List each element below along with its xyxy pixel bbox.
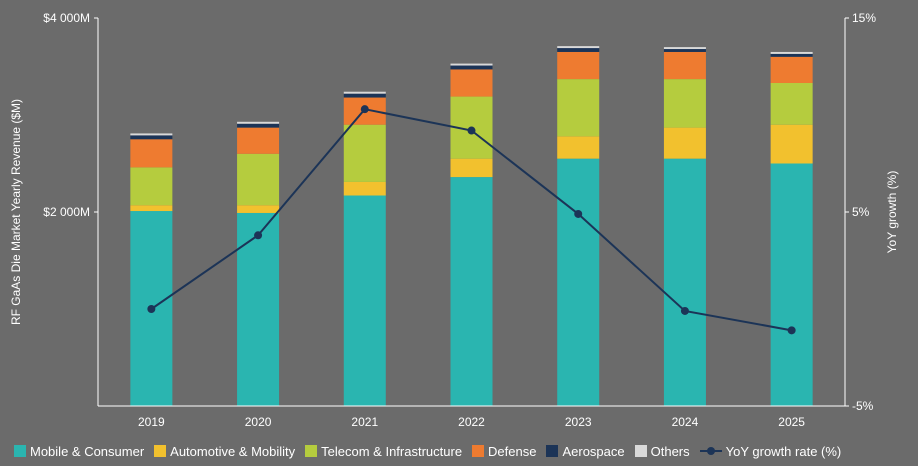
bar-segment-aerospace-2022 — [450, 65, 493, 70]
bar-segment-automotive-mobility-2021 — [343, 181, 386, 196]
y2-tick-label-15: 15% — [852, 11, 876, 25]
bar-segment-defense-2019 — [130, 139, 173, 168]
bar-segment-aerospace-2024 — [663, 49, 706, 52]
legend-item-others: Others — [634, 443, 690, 459]
y2-tick-label-5: 5% — [852, 205, 870, 219]
legend: Mobile & Consumer Automotive & Mobility … — [14, 440, 851, 462]
bar-segment-telecom-infrastructure-2019 — [130, 167, 173, 206]
legend-swatch-defense — [472, 445, 485, 457]
y2-tick-label--5: -5% — [852, 399, 874, 413]
legend-item-defense: Defense — [472, 444, 536, 459]
x-tick-label-2022: 2022 — [458, 415, 485, 429]
bar-segment-automotive-mobility-2022 — [450, 158, 493, 178]
legend-item-yoy-growth: YoY growth rate (%) — [699, 443, 842, 459]
ticks-layer: 2019 2020 2021 2022 2023 2024 2025 $2 000M $4 00… — [43, 11, 876, 429]
yoy-growth-point-2024 — [680, 306, 689, 315]
bar-segment-aerospace-2023 — [557, 48, 600, 52]
legend-label-others: Others — [650, 443, 690, 459]
bar-segment-mobile-consumer-2023 — [557, 158, 600, 406]
bars-layer — [130, 46, 813, 406]
x-tick-label-2023: 2023 — [565, 415, 592, 429]
y-tick-label-4000: $4 000M — [43, 11, 90, 25]
bar-segment-others-2023 — [557, 46, 600, 49]
bar-segment-automotive-mobility-2020 — [237, 205, 280, 213]
x-tick-label-2019: 2019 — [138, 415, 165, 429]
bar-segment-aerospace-2025 — [770, 53, 813, 57]
legend-item-automotive-mobility: Automotive & Mobility — [154, 444, 295, 459]
y2-axis-title: YoY growth (%) — [885, 171, 899, 254]
bar-segment-aerospace-2021 — [343, 93, 386, 98]
x-tick-label-2025: 2025 — [778, 415, 805, 429]
bar-segment-mobile-consumer-2022 — [450, 177, 493, 406]
legend-swatch-aerospace — [546, 445, 559, 457]
legend-swatch-automotive-mobility — [154, 445, 167, 457]
bar-segment-defense-2022 — [450, 69, 493, 97]
bar-segment-aerospace-2019 — [130, 135, 173, 140]
legend-label-mobile-consumer: Mobile & Consumer — [30, 443, 145, 459]
bar-segment-mobile-consumer-2024 — [663, 158, 706, 406]
yoy-growth-point-2023 — [574, 209, 583, 218]
bar-segment-mobile-consumer-2021 — [343, 195, 386, 406]
legend-item-mobile-consumer: Mobile & Consumer — [14, 444, 144, 459]
bar-segment-defense-2025 — [770, 56, 813, 83]
yoy-growth-point-2022 — [467, 126, 476, 135]
yoy-growth-point-2019 — [147, 305, 156, 313]
growth-line-layer — [147, 105, 796, 335]
bar-segment-telecom-infrastructure-2023 — [557, 79, 600, 137]
yoy-growth-point-2021 — [360, 105, 369, 114]
bar-segment-others-2025 — [770, 51, 813, 54]
x-tick-label-2024: 2024 — [672, 415, 699, 429]
legend-line-marker-icon — [699, 445, 722, 457]
bar-segment-defense-2023 — [557, 51, 600, 80]
bar-segment-automotive-mobility-2025 — [770, 124, 813, 164]
x-tick-label-2021: 2021 — [351, 415, 378, 429]
bar-segment-defense-2024 — [663, 51, 706, 80]
legend-swatch-others — [634, 445, 647, 457]
bar-segment-others-2020 — [237, 121, 280, 124]
legend-label-defense: Defense — [488, 443, 537, 459]
bar-segment-automotive-mobility-2024 — [663, 127, 706, 159]
legend-label-aerospace: Aerospace — [562, 443, 625, 459]
y-axis-title: RF GaAs Die Market Yearly Revenue ($M) — [9, 99, 23, 325]
bar-segment-telecom-infrastructure-2024 — [663, 79, 706, 128]
bar-segment-defense-2020 — [237, 127, 280, 154]
legend-label-automotive-mobility: Automotive & Mobility — [170, 443, 296, 459]
y-tick-label-2000: $2 000M — [43, 205, 90, 219]
bar-segment-telecom-infrastructure-2025 — [770, 82, 813, 125]
bar-segment-others-2024 — [663, 47, 706, 50]
bar-segment-automotive-mobility-2019 — [130, 205, 173, 212]
bar-segment-telecom-infrastructure-2020 — [237, 153, 280, 206]
stacked-bar-line-chart: 2019 2020 2021 2022 2023 2024 2025 $2 000M $4 00… — [9, 11, 899, 429]
legend-label-telecom-infrastructure: Telecom & Infrastructure — [321, 443, 463, 459]
legend-swatch-telecom-infrastructure — [305, 445, 318, 457]
bar-segment-others-2021 — [343, 91, 386, 94]
legend-item-aerospace: Aerospace — [546, 443, 625, 459]
bar-segment-aerospace-2020 — [237, 123, 280, 128]
legend-item-telecom-infrastructure: Telecom & Infrastructure — [305, 444, 462, 459]
bar-segment-others-2022 — [450, 63, 493, 66]
legend-swatch-mobile-consumer — [14, 445, 26, 457]
legend-label-yoy-growth: YoY growth rate (%) — [725, 443, 842, 459]
bar-segment-telecom-infrastructure-2021 — [343, 124, 386, 182]
bar-segment-mobile-consumer-2020 — [237, 212, 280, 406]
bar-segment-mobile-consumer-2025 — [770, 163, 813, 406]
bar-segment-others-2019 — [130, 133, 173, 136]
yoy-growth-point-2020 — [254, 231, 263, 240]
yoy-growth-point-2025 — [787, 326, 796, 335]
x-tick-label-2020: 2020 — [245, 415, 272, 429]
bar-segment-automotive-mobility-2023 — [557, 136, 600, 159]
